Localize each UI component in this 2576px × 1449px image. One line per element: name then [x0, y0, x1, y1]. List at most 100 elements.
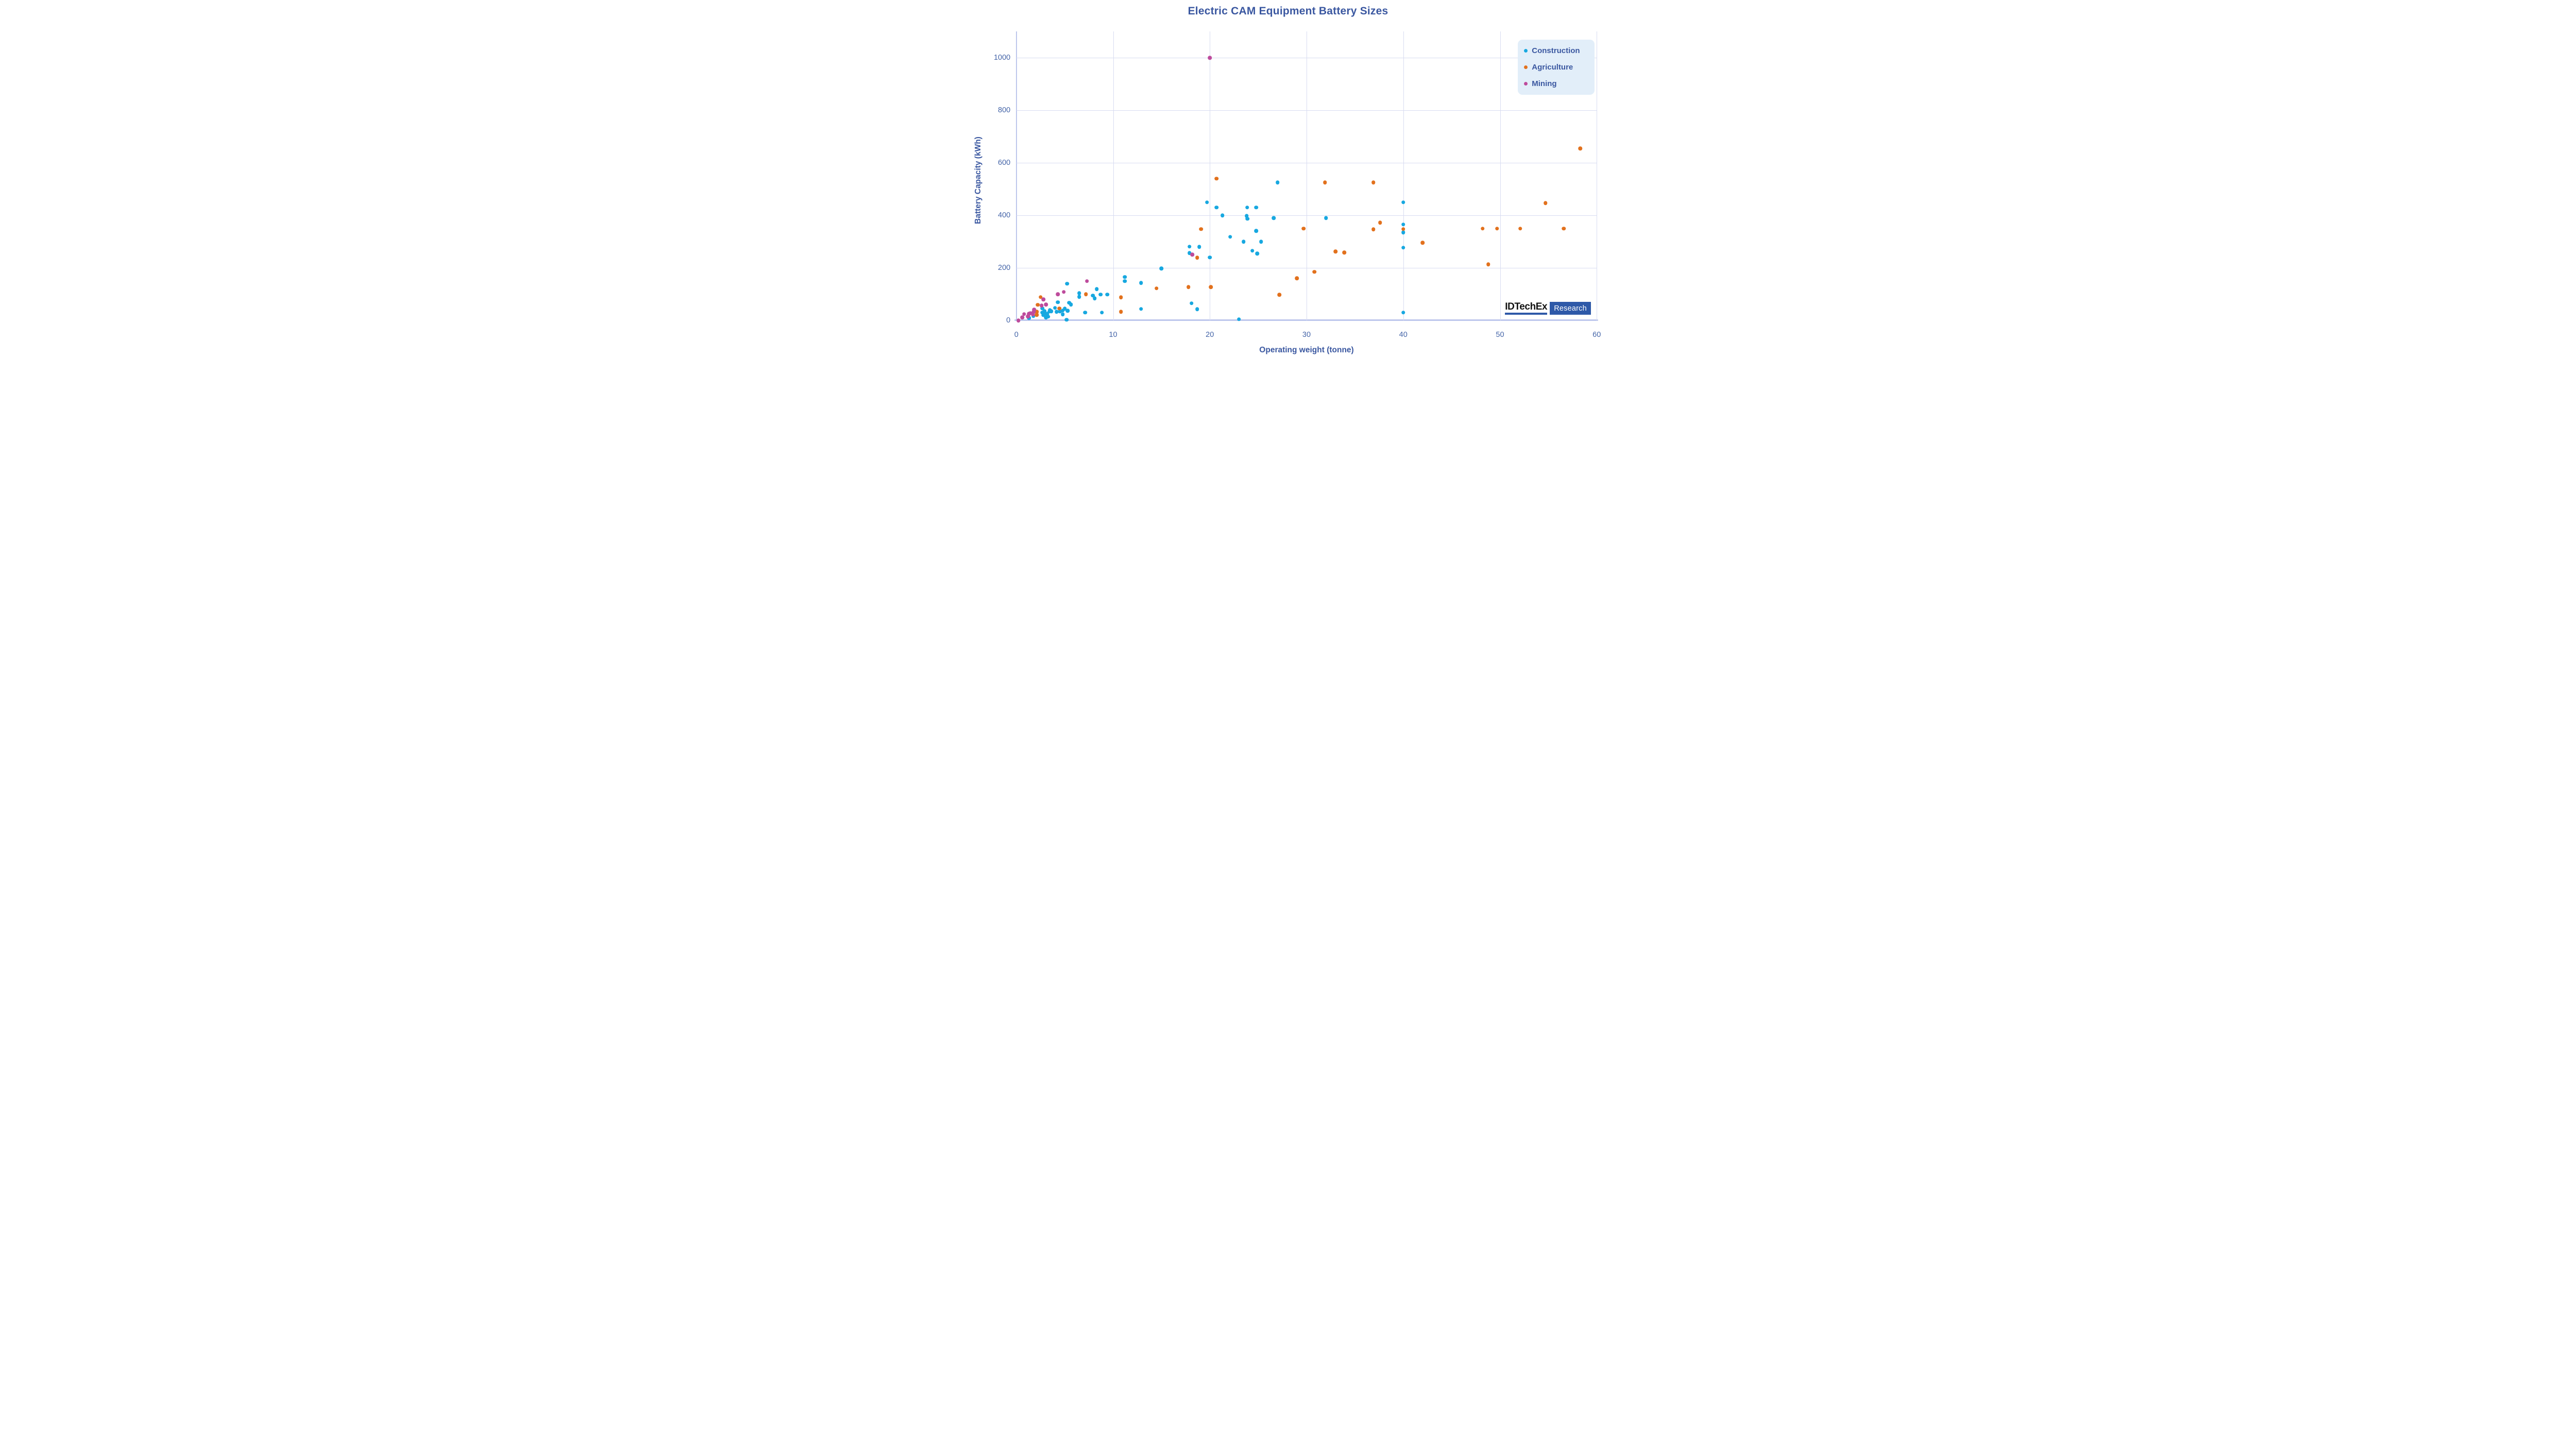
v-gridline — [1500, 31, 1501, 320]
y-axis-line — [1015, 31, 1017, 320]
agriculture-dot-icon — [1524, 65, 1528, 70]
agriculture-data-point — [1187, 285, 1191, 289]
v-gridline — [1113, 31, 1114, 320]
construction-data-point — [1324, 216, 1328, 220]
construction-data-point — [1250, 249, 1255, 253]
construction-data-point — [1123, 279, 1127, 283]
construction-data-point — [1058, 309, 1062, 314]
construction-data-point — [1159, 266, 1164, 270]
y-tick-label: 0 — [1006, 316, 1011, 325]
agriculture-data-point — [1195, 255, 1199, 260]
agriculture-data-point — [1035, 310, 1039, 314]
construction-data-point — [1242, 240, 1246, 244]
construction-data-point — [1061, 308, 1065, 313]
construction-data-point — [1083, 310, 1087, 315]
construction-data-point — [1100, 310, 1104, 315]
agriculture-data-point — [1084, 292, 1088, 296]
construction-data-point — [1045, 312, 1049, 317]
construction-data-point — [1065, 281, 1070, 286]
construction-data-point — [1272, 216, 1276, 220]
mining-data-point — [1026, 314, 1030, 319]
x-tick-label: 40 — [1399, 330, 1408, 339]
agriculture-data-point — [1214, 176, 1219, 181]
construction-data-point — [1401, 310, 1405, 315]
construction-data-point — [1069, 302, 1073, 307]
agriculture-data-point — [1518, 226, 1522, 231]
mining-data-point — [1044, 302, 1048, 307]
construction-data-point — [1401, 230, 1405, 234]
construction-data-point — [1061, 312, 1065, 317]
legend-item-mining[interactable]: Mining — [1524, 79, 1588, 88]
x-axis-line — [1014, 319, 1598, 321]
construction-data-point — [1236, 317, 1241, 321]
construction-data-point — [1077, 291, 1081, 296]
construction-data-point — [1067, 301, 1071, 305]
agriculture-data-point — [1036, 303, 1040, 307]
chart-title: Electric CAM Equipment Battery Sizes — [1188, 5, 1388, 17]
agriculture-data-point — [1562, 226, 1566, 231]
construction-data-point — [1044, 315, 1048, 320]
construction-data-point — [1401, 246, 1405, 250]
chart-figure: Electric CAM Equipment Battery Sizes Bat… — [966, 0, 1610, 362]
construction-data-point — [1401, 200, 1405, 204]
construction-data-point — [1065, 309, 1070, 313]
legend-label-construction: Construction — [1532, 46, 1580, 56]
x-tick-label: 50 — [1496, 330, 1504, 339]
agriculture-data-point — [1333, 249, 1338, 254]
construction-data-point — [1259, 240, 1263, 244]
agriculture-data-point — [1495, 226, 1499, 231]
mining-data-point — [1208, 56, 1212, 60]
plot-area — [1014, 31, 1598, 322]
legend-label-agriculture: Agriculture — [1532, 63, 1573, 72]
construction-data-point — [1064, 318, 1069, 322]
construction-data-point — [1093, 296, 1097, 300]
agriculture-data-point — [1578, 146, 1583, 150]
mining-dot-icon — [1524, 82, 1528, 86]
construction-data-point — [1275, 180, 1280, 185]
y-tick-label: 600 — [998, 159, 1011, 167]
construction-data-point — [1040, 306, 1045, 311]
agriculture-data-point — [1371, 180, 1376, 185]
mining-data-point — [1061, 290, 1066, 294]
mining-data-point — [1032, 308, 1037, 312]
y-tick-label: 200 — [998, 264, 1011, 272]
logo-research-badge: Research — [1550, 302, 1591, 315]
construction-data-point — [1077, 295, 1081, 299]
construction-data-point — [1094, 287, 1099, 292]
mining-data-point — [1085, 279, 1089, 283]
agriculture-data-point — [1277, 293, 1282, 297]
agriculture-data-point — [1371, 227, 1376, 231]
v-gridline — [1403, 31, 1404, 320]
legend-item-construction[interactable]: Construction — [1524, 46, 1588, 55]
legend: Construction Agriculture Mining — [1518, 40, 1595, 95]
construction-data-point — [1245, 206, 1249, 210]
construction-data-point — [1220, 213, 1225, 217]
construction-data-point — [1105, 292, 1109, 297]
construction-data-point — [1254, 229, 1259, 233]
construction-data-point — [1043, 311, 1047, 316]
construction-data-point — [1054, 310, 1059, 314]
mining-data-point — [1020, 315, 1024, 320]
construction-data-point — [1139, 281, 1143, 285]
legend-item-agriculture[interactable]: Agriculture — [1524, 63, 1588, 72]
construction-data-point — [1056, 300, 1060, 304]
agriculture-data-point — [1155, 286, 1159, 291]
agriculture-data-point — [1480, 226, 1485, 231]
agriculture-data-point — [1323, 180, 1327, 185]
idtechex-logo: IDTechEx Research — [1505, 302, 1591, 315]
construction-data-point — [1053, 305, 1057, 310]
construction-data-point — [1254, 206, 1259, 210]
mining-data-point — [1022, 312, 1026, 316]
mining-data-point — [1030, 312, 1035, 317]
construction-data-point — [1123, 275, 1127, 279]
agriculture-data-point — [1295, 276, 1299, 281]
construction-data-point — [1228, 235, 1232, 239]
agriculture-data-point — [1057, 306, 1062, 311]
construction-data-point — [1091, 293, 1095, 298]
mining-data-point — [1016, 318, 1021, 322]
construction-data-point — [1042, 309, 1046, 313]
agriculture-data-point — [1486, 262, 1490, 267]
construction-data-point — [1188, 251, 1192, 255]
construction-data-point — [1062, 306, 1067, 311]
construction-dot-icon — [1524, 49, 1528, 53]
